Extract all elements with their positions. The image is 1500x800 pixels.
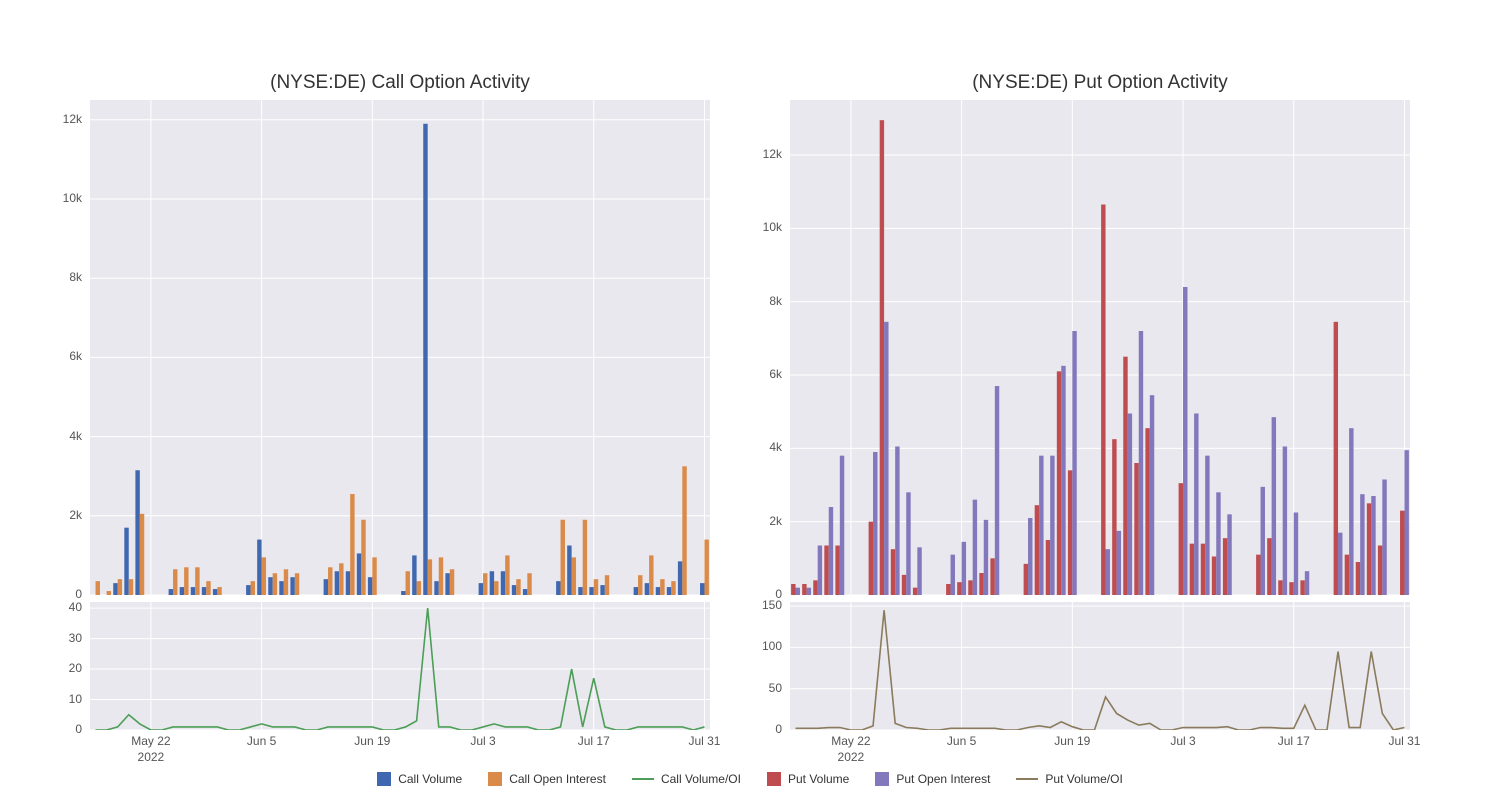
right-main-ytick: 12k <box>740 147 782 161</box>
left-main-ytick: 4k <box>40 429 82 443</box>
left-sub-plot <box>90 602 710 730</box>
left-sub-ytick: 0 <box>40 722 82 736</box>
right-xtick: Jun 5 <box>932 734 992 748</box>
legend-swatch <box>1016 778 1038 780</box>
legend-item: Put Open Interest <box>875 772 990 786</box>
left-main-plot <box>90 100 710 595</box>
left-sub-ytick: 20 <box>40 661 82 675</box>
legend-item: Call Open Interest <box>488 772 606 786</box>
legend-item: Put Volume <box>767 772 849 786</box>
left-sub-ytick: 30 <box>40 631 82 645</box>
right-xtick: Jul 17 <box>1264 734 1324 748</box>
right-xtick: May 22 <box>821 734 881 748</box>
option-activity-figure: (NYSE:DE) Call Option Activity 0 2k 4k 6k 8k 1… <box>0 0 1500 800</box>
left-xtick: Jun 5 <box>232 734 292 748</box>
right-sub-plot <box>790 602 1410 730</box>
legend-item: Call Volume/OI <box>632 772 741 786</box>
legend-label: Call Volume/OI <box>661 772 741 786</box>
left-main-ytick: 12k <box>40 112 82 126</box>
legend-swatch <box>767 772 781 786</box>
legend-label: Call Open Interest <box>509 772 606 786</box>
left-main-ytick: 6k <box>40 349 82 363</box>
left-xtick: Jun 19 <box>342 734 402 748</box>
right-main-plot <box>790 100 1410 595</box>
left-xtick: Jul 3 <box>453 734 513 748</box>
left-main-ytick: 0 <box>40 587 82 601</box>
legend-item: Call Volume <box>377 772 462 786</box>
right-sub-ytick: 0 <box>740 722 782 736</box>
right-sub-ytick: 50 <box>740 681 782 695</box>
legend-label: Put Volume/OI <box>1045 772 1122 786</box>
legend-label: Put Open Interest <box>896 772 990 786</box>
left-sub-ytick: 10 <box>40 692 82 706</box>
right-xtick: Jun 19 <box>1042 734 1102 748</box>
right-main-ytick: 8k <box>740 294 782 308</box>
left-main-ytick: 10k <box>40 191 82 205</box>
left-main-ytick: 2k <box>40 508 82 522</box>
left-xtick: Jul 17 <box>564 734 624 748</box>
right-main-ytick: 4k <box>740 440 782 454</box>
left-sub-ytick: 40 <box>40 600 82 614</box>
legend: Call Volume Call Open Interest Call Volume… <box>0 772 1500 786</box>
left-chart-title: (NYSE:DE) Call Option Activity <box>90 72 710 94</box>
right-sub-ytick: 150 <box>740 598 782 612</box>
legend-label: Put Volume <box>788 772 849 786</box>
legend-swatch <box>875 772 889 786</box>
left-xtick: Jul 31 <box>674 734 734 748</box>
legend-item: Put Volume/OI <box>1016 772 1122 786</box>
right-main-ytick: 2k <box>740 514 782 528</box>
right-main-ytick: 6k <box>740 367 782 381</box>
legend-swatch <box>377 772 391 786</box>
left-main-ytick: 8k <box>40 270 82 284</box>
legend-label: Call Volume <box>398 772 462 786</box>
right-xtick: Jul 3 <box>1153 734 1213 748</box>
legend-swatch <box>488 772 502 786</box>
legend-swatch <box>632 778 654 780</box>
right-main-ytick: 10k <box>740 220 782 234</box>
right-chart-title: (NYSE:DE) Put Option Activity <box>790 72 1410 94</box>
right-xtick-year: 2022 <box>821 750 881 764</box>
right-xtick: Jul 31 <box>1374 734 1434 748</box>
left-xtick-year: 2022 <box>121 750 181 764</box>
left-xtick: May 22 <box>121 734 181 748</box>
right-sub-ytick: 100 <box>740 639 782 653</box>
